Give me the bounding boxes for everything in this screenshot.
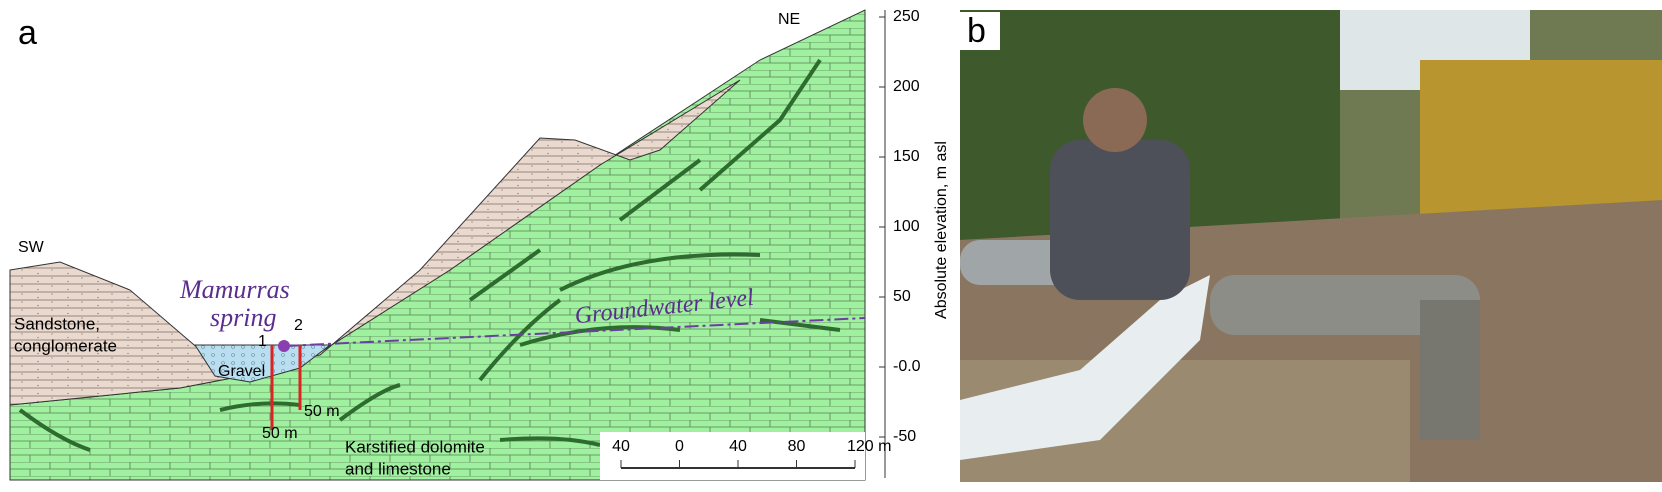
scale-tick-label: 40 [729,438,747,455]
photo-jet [960,275,1210,460]
photo-person [1050,140,1190,300]
y-tick-label: 100 [893,218,920,235]
panel-label-box [960,12,1000,50]
groundwater-line [284,317,866,347]
scale-tick-label: 40 [612,438,630,455]
spring-point [278,340,290,352]
panel-b: b [960,10,1662,482]
y-tick-label: 200 [893,78,920,95]
scale-tick-label: 80 [788,438,806,455]
panel-label: b [967,12,986,50]
unit-label: Gravel [218,363,265,380]
y-tick-label: 250 [893,8,920,25]
scale-tick-label: 0 [675,438,684,455]
spring-label: Mamurras [179,275,290,304]
unit-label: Sandstone, [14,314,100,333]
photo-pipe [1210,275,1480,335]
unit-label: and limestone [345,459,451,478]
unit-label: conglomerate [14,336,117,355]
panel-a: a SW NE Sandstone, conglomerate Gravel K… [9,9,950,481]
photo-head [1083,88,1147,152]
y-tick-label: -0.0 [893,358,921,375]
photo-truck [1420,60,1662,220]
panel-label: a [18,14,37,52]
spring-label: spring [210,303,276,332]
photo-pipe [1420,300,1480,440]
y-tick-label: 150 [893,148,920,165]
axis-title: Absolute elevation, m asl [933,141,950,319]
well-label: 1 [258,333,267,350]
well-depth: 50 m [304,403,340,420]
scale-bar-box [600,432,865,480]
y-tick-label: 50 [893,288,911,305]
ne-label: NE [778,11,800,28]
y-tick-label: -50 [893,428,916,445]
unit-label: Karstified dolomite [345,437,485,456]
gravel [194,344,332,383]
sw-label: SW [18,239,45,256]
limestone [9,9,866,481]
well-label: 2 [294,317,303,334]
scale-tick-label: 120 m [847,438,891,455]
well-depth: 50 m [262,425,298,442]
